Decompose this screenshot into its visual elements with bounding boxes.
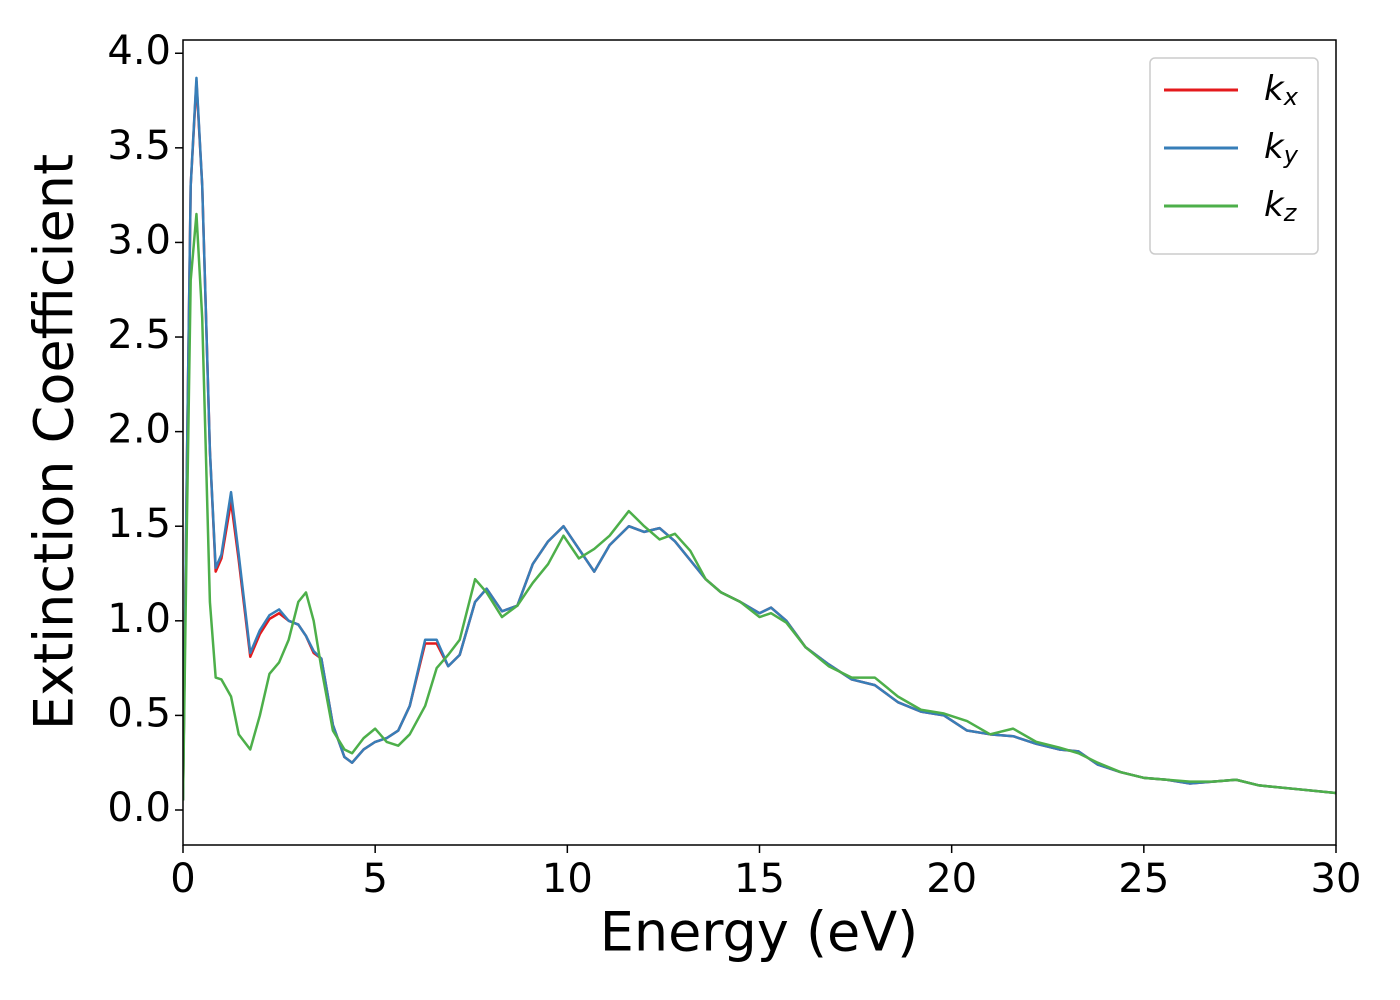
plot-frame bbox=[182, 39, 1337, 846]
legend-label: kz bbox=[1264, 185, 1298, 228]
y-tick-label: 3.5 bbox=[107, 123, 171, 169]
legend-label: kx bbox=[1264, 69, 1299, 112]
series-line bbox=[183, 76, 1336, 801]
x-tick-label: 20 bbox=[926, 856, 977, 902]
y-tick-label: 3.0 bbox=[107, 217, 171, 263]
x-tick-label: 10 bbox=[542, 856, 593, 902]
y-tick-label: 1.5 bbox=[107, 501, 171, 547]
x-tick-label: 25 bbox=[1118, 856, 1169, 902]
y-tick-label: 0.0 bbox=[107, 785, 171, 831]
y-tick-label: 1.0 bbox=[107, 596, 171, 642]
x-axis-label: Energy (eV) bbox=[600, 901, 919, 964]
y-tick-label: 0.5 bbox=[107, 690, 171, 736]
x-tick-label: 30 bbox=[1311, 856, 1362, 902]
series-line bbox=[183, 212, 1336, 801]
y-tick-label: 4.0 bbox=[107, 28, 171, 74]
x-tick-label: 15 bbox=[734, 856, 785, 902]
y-tick-label: 2.0 bbox=[107, 407, 171, 453]
x-tick-label: 5 bbox=[362, 856, 387, 902]
y-tick-label: 2.5 bbox=[107, 312, 171, 358]
legend-label: ky bbox=[1264, 127, 1299, 170]
x-tick-label: 0 bbox=[170, 856, 195, 902]
y-axis-label: Extinction Coefficient bbox=[23, 154, 86, 730]
